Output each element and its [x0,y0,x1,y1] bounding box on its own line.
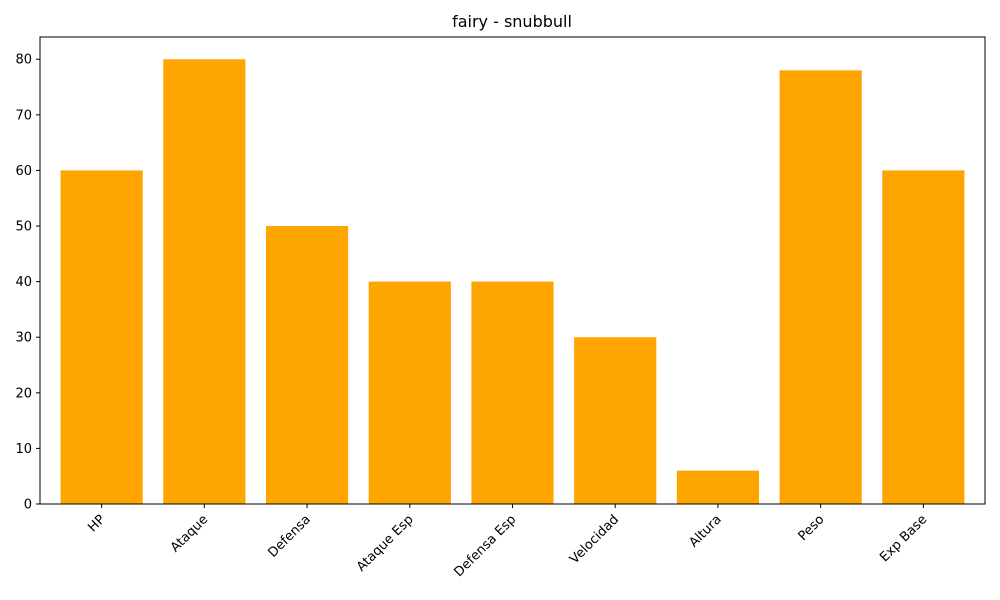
x-tick-label: Exp Base [877,512,930,565]
y-tick-label: 20 [15,386,32,401]
chart-title: fairy - snubbull [452,12,572,31]
bar-ataque [163,59,246,504]
bar-defensa-esp [471,281,554,504]
x-tick-label: Defensa Esp [451,512,519,580]
bar-peso [779,70,862,504]
y-tick-label: 30 [15,331,32,346]
bar-defensa [265,226,349,504]
x-tick-label: Velocidad [567,512,622,567]
x-tick-label: Defensa [265,512,313,560]
y-tick-label: 40 [15,275,32,290]
y-tick-label: 0 [24,498,32,513]
bar-ataque-esp [368,281,451,504]
x-tick-label: Altura [686,512,724,550]
x-tick-label: Ataque [168,512,211,555]
bars-layer [60,59,965,504]
x-axis: HP Ataque Defensa Ataque Esp Defensa Esp Velo… [85,504,930,580]
bar-exp-base [882,170,965,504]
y-tick-label: 50 [15,220,32,235]
bar-hp [60,170,143,504]
bar-velocidad [574,337,657,504]
y-axis: 0 10 20 30 40 50 60 70 80 [15,53,40,513]
y-tick-label: 10 [15,442,32,457]
y-tick-label: 60 [15,164,32,179]
x-tick-label: Peso [796,512,828,544]
x-tick-label: Ataque Esp [354,512,417,575]
x-tick-label: HP [85,512,108,535]
bar-altura [676,470,760,504]
plot-frame [39,36,986,505]
y-tick-label: 70 [15,108,32,123]
y-tick-label: 80 [15,53,32,68]
